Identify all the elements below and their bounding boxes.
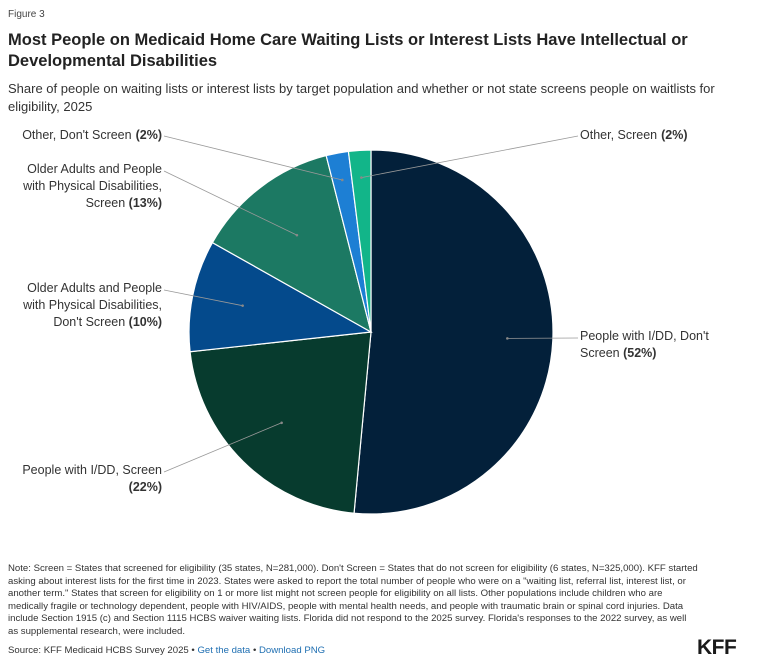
pie-chart: People with I/DD, Don't Screen (52%)Peopl… (22, 128, 709, 515)
slice-label-line: with Physical Disabilities, (22, 179, 162, 193)
slice-label-line: Older Adults and People (27, 162, 162, 176)
slice-percent: (52%) (623, 346, 656, 360)
pie-slices (188, 149, 554, 515)
slice-label: Other, Screen (2%) (580, 128, 688, 142)
slice-label-line: Other, Don't Screen (22, 128, 131, 142)
leader-line (361, 135, 579, 178)
slice-percent: (22%) (129, 480, 162, 494)
slice-label-line: Older Adults and People (27, 281, 162, 295)
get-data-link[interactable]: Get the data (197, 645, 251, 656)
slice-label-line: People with I/DD, Screen (22, 463, 162, 477)
leader-line (163, 135, 343, 181)
slice-labels: People with I/DD, Don't Screen (52%)Peopl… (22, 128, 709, 494)
slice-label-line: Screen (86, 196, 129, 210)
slice-label: People with I/DD, Screen (22%) (22, 463, 162, 494)
leader-dot (241, 304, 244, 307)
pie-slice[interactable] (347, 149, 372, 333)
leader-line (163, 289, 243, 307)
chart-note: Note: Screen = States that screened for … (8, 563, 698, 637)
pie-slice[interactable] (353, 149, 554, 515)
slice-percent: (2%) (661, 128, 687, 142)
leader-dot (506, 337, 509, 340)
slice-label-line: People with I/DD, Don't (580, 329, 709, 343)
download-png-link[interactable]: Download PNG (258, 645, 326, 656)
chart-title: Most People on Medicaid Home Care Waitin… (8, 31, 688, 70)
slice-label: Older Adults and People with Physical Dis… (22, 162, 162, 210)
figure-label: Figure 3 (8, 9, 45, 20)
leader-lines (163, 135, 579, 473)
slice-label-line: with Physical Disabilities, (22, 298, 162, 312)
slice-label-line: Screen (580, 346, 623, 360)
slice-percent: (10%) (129, 315, 162, 329)
leader-line (163, 170, 298, 236)
leader-dot (295, 233, 299, 237)
source-separator: • (250, 645, 259, 656)
slice-label: Older Adults and People with Physical Dis… (22, 281, 162, 329)
slice-label-line: Don't Screen (53, 315, 128, 329)
pie-slice[interactable] (211, 154, 372, 334)
slice-percent: (2%) (136, 128, 162, 142)
slice-label: People with I/DD, Don't Screen (52%) (580, 329, 709, 360)
slice-percent: (13%) (129, 196, 162, 210)
source-line: Source: KFF Medicaid HCBS Survey 2025 • … (8, 645, 325, 656)
source-text: Source: KFF Medicaid HCBS Survey 2025 (8, 645, 189, 656)
kff-logo: KFF (697, 636, 737, 659)
chart-subtitle: Share of people on waiting lists or inte… (8, 81, 715, 114)
leader-dot (340, 178, 344, 182)
slice-label-line: Other, Screen (580, 128, 657, 142)
slice-label: Other, Don't Screen (2%) (22, 128, 162, 142)
leader-dot (280, 421, 283, 425)
leader-line (163, 422, 282, 473)
source-separator: • (188, 645, 198, 656)
leader-dot (360, 176, 363, 179)
